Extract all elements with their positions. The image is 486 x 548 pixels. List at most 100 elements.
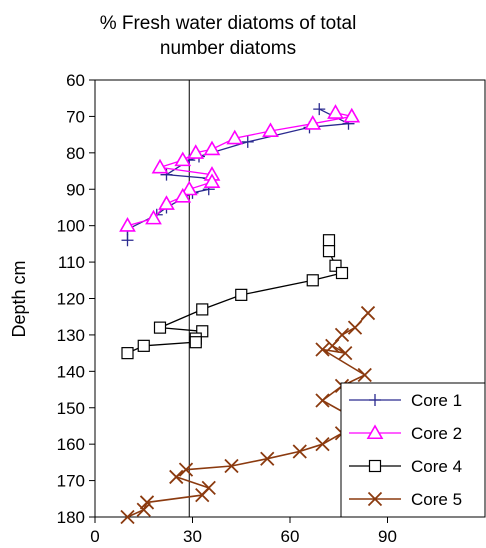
legend-box [340, 382, 486, 518]
y-tick-label: 130 [57, 326, 85, 345]
y-tick-label: 160 [57, 435, 85, 454]
data-point [189, 336, 202, 349]
data-point [329, 259, 342, 272]
legend-item-core-4: Core 4 [349, 457, 462, 476]
x-marker [139, 495, 155, 510]
data-point [262, 122, 279, 138]
square-marker [322, 234, 336, 247]
square-marker [335, 266, 349, 280]
series-core-5 [120, 305, 376, 525]
data-point [169, 469, 184, 485]
square-marker [329, 259, 342, 272]
x-marker [195, 488, 210, 503]
series-line [127, 312, 369, 518]
data-point [174, 151, 192, 167]
data-point [304, 115, 322, 130]
square-marker [306, 274, 319, 287]
x-axis-ticks: 0 30 60 90 [90, 517, 397, 546]
data-point [119, 217, 136, 232]
chart-title-line-2: number diatoms [160, 38, 296, 59]
data-point [235, 288, 248, 301]
data-point [315, 393, 330, 408]
legend-item-core-2: Core 2 [349, 424, 462, 443]
data-point [195, 488, 210, 503]
y-tick-label: 80 [66, 144, 85, 163]
plus-marker [241, 135, 254, 148]
x-tick-label: 60 [281, 527, 300, 546]
triangle-marker [174, 151, 192, 167]
data-point [322, 234, 336, 247]
legend-label: Core 1 [411, 391, 462, 410]
legend-label: Core 4 [411, 457, 462, 476]
data-point [158, 195, 175, 210]
data-point [137, 339, 150, 352]
data-point [136, 502, 151, 517]
x-marker [357, 367, 372, 383]
data-point [327, 104, 344, 119]
x-marker [347, 320, 363, 335]
square-marker [137, 339, 150, 352]
triangle-marker [304, 115, 322, 130]
x-marker [136, 502, 151, 517]
legend-label: Core 5 [411, 490, 462, 509]
data-point [196, 303, 209, 316]
square-marker [153, 321, 167, 334]
y-tick-label: 90 [66, 180, 85, 199]
series-core-1 [121, 103, 355, 247]
data-point [203, 173, 221, 189]
square-marker [368, 459, 382, 473]
legend-item-core-1: Core 1 [349, 391, 462, 410]
triangle-marker [119, 217, 136, 232]
triangle-marker [180, 180, 198, 196]
data-point [145, 209, 162, 225]
plus-marker [121, 234, 134, 247]
x-marker [325, 338, 340, 353]
triangle-marker [327, 104, 344, 119]
data-point [226, 129, 244, 145]
data-point [335, 266, 349, 280]
data-point [120, 509, 135, 525]
x-marker [315, 393, 330, 408]
data-point [313, 103, 326, 116]
data-point [178, 462, 194, 477]
data-point [322, 245, 336, 258]
data-point [196, 325, 209, 338]
y-tick-label: 100 [57, 217, 85, 236]
square-marker [322, 245, 336, 258]
square-marker [121, 347, 134, 360]
square-marker [189, 336, 202, 349]
data-point [343, 107, 361, 123]
y-tick-label: 70 [66, 107, 85, 126]
square-marker [196, 303, 209, 316]
plus-marker [369, 394, 381, 406]
triangle-marker [174, 187, 192, 203]
data-point [292, 444, 307, 459]
x-marker [338, 345, 353, 361]
data-point [315, 342, 330, 357]
x-marker [360, 305, 376, 321]
triangle-marker [151, 158, 169, 174]
series-core-4 [121, 234, 349, 360]
data-point [174, 187, 192, 203]
chart-title-line-1: % Fresh water diatoms of total [100, 13, 357, 34]
x-tick-label: 30 [183, 527, 202, 546]
y-tick-label: 170 [57, 472, 85, 491]
y-tick-label: 110 [58, 253, 85, 272]
x-tick-label: 90 [378, 527, 397, 546]
y-tick-label: 180 [57, 508, 85, 527]
x-marker [315, 437, 330, 452]
series-core-2 [119, 104, 361, 232]
triangle-marker [366, 424, 384, 440]
legend-item-core-5: Core 5 [349, 490, 462, 509]
data-point [151, 158, 169, 174]
x-tick-label: 0 [90, 527, 99, 546]
series-line [127, 240, 344, 354]
x-marker [260, 451, 275, 466]
triangle-marker [145, 209, 162, 225]
y-axis-ticks: 60 70 80 90 100 110 120 130 140 150 160 170 180 [57, 71, 95, 527]
triangle-marker [203, 140, 221, 156]
data-point [180, 180, 198, 196]
square-marker [196, 325, 209, 338]
y-axis-title: Depth cm [9, 260, 29, 337]
